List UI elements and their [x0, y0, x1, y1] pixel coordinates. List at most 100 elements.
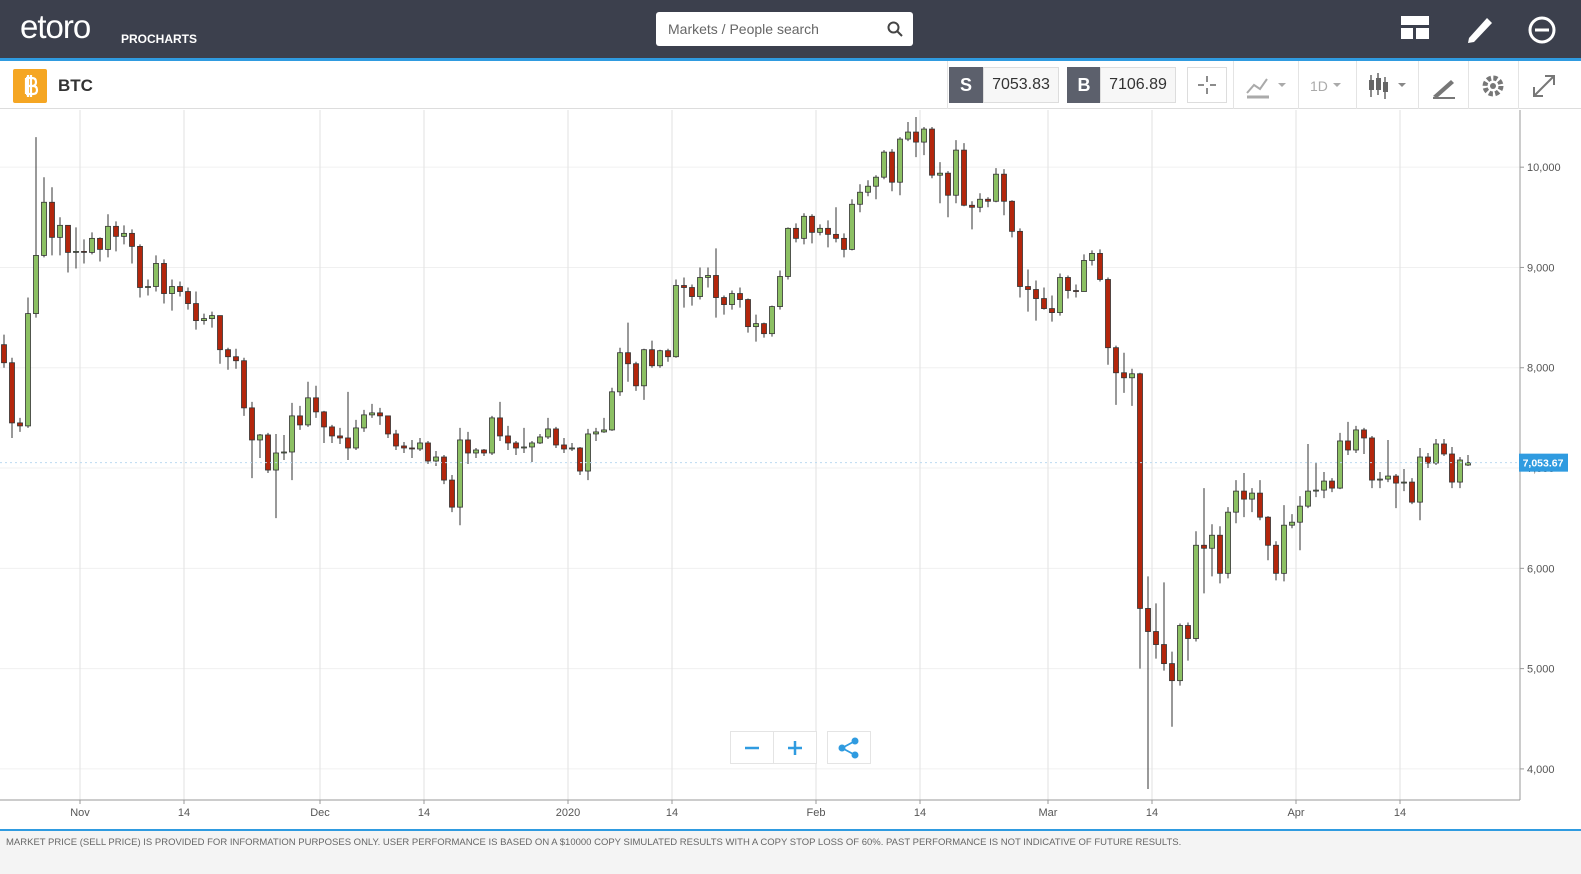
last-price-label: 7,053.67	[1523, 458, 1564, 470]
candle-body	[49, 201, 55, 238]
candle-body	[1265, 516, 1271, 546]
candle-body	[297, 415, 303, 426]
candle-body	[1465, 462, 1471, 466]
candle-body	[113, 225, 119, 237]
candle-body	[465, 439, 471, 454]
zoom-controls	[730, 731, 871, 764]
candle-body	[497, 417, 503, 437]
separator	[1518, 61, 1519, 109]
separator	[1468, 61, 1469, 109]
candle-body	[385, 415, 391, 435]
candle-body	[209, 315, 215, 320]
candle-body	[97, 237, 103, 250]
drawing-button[interactable]	[1431, 74, 1457, 100]
candle-body	[1097, 253, 1103, 280]
candle-body	[1129, 373, 1135, 379]
candle-body	[921, 128, 927, 143]
x-tick-label: 14	[914, 807, 926, 819]
candle-body	[1145, 608, 1151, 632]
sell-tag[interactable]: S	[949, 67, 983, 103]
candle-body	[553, 428, 559, 446]
separator	[1356, 61, 1357, 109]
search-icon	[887, 21, 903, 37]
settings-button[interactable]	[1480, 73, 1506, 99]
candle-body	[1417, 456, 1423, 503]
candle-body	[1065, 277, 1071, 291]
zoom-in[interactable]	[788, 741, 802, 755]
candle-body	[689, 287, 695, 297]
layout-icon[interactable]	[1401, 16, 1431, 40]
x-tick-label: Apr	[1287, 807, 1304, 819]
fullscreen-button[interactable]	[1531, 73, 1557, 99]
candle-body	[177, 286, 183, 292]
edit-icon[interactable]	[1463, 12, 1497, 46]
chart-type-button[interactable]	[1245, 71, 1295, 101]
candle-body	[185, 291, 191, 304]
search-placeholder: Markets / People search	[668, 21, 819, 37]
candle-body	[817, 227, 823, 233]
candle-body	[545, 428, 551, 438]
candle-body	[1361, 429, 1367, 439]
separator	[1418, 61, 1419, 109]
candle-body	[801, 215, 807, 239]
crosshair-button[interactable]	[1187, 67, 1227, 103]
candle-body	[641, 349, 647, 387]
candle-body	[17, 422, 23, 427]
x-tick-label: 14	[666, 807, 678, 819]
candle-body	[369, 412, 375, 416]
buy-price[interactable]: 7106.89	[1100, 67, 1176, 103]
candle-body	[65, 224, 71, 253]
candle-body	[1249, 492, 1255, 500]
candle-type-button[interactable]	[1367, 71, 1413, 101]
candle-body	[161, 263, 167, 294]
sell-price[interactable]: 7053.83	[983, 67, 1059, 103]
candle-body	[601, 429, 607, 433]
candle-body	[993, 173, 999, 202]
candle-body	[433, 456, 439, 462]
candle-body	[249, 407, 255, 441]
separator	[947, 61, 948, 109]
candle-body	[1153, 631, 1159, 645]
candle-body	[521, 446, 527, 449]
candle-body	[1233, 490, 1239, 513]
product-name: PROCHARTS	[121, 32, 198, 46]
candle-body	[945, 172, 951, 196]
buy-tag[interactable]: B	[1067, 67, 1101, 103]
profile-icon[interactable]	[1526, 13, 1558, 45]
candle-body	[705, 275, 711, 278]
candle-body	[121, 232, 127, 237]
candle-body	[961, 149, 967, 206]
candle-body	[713, 275, 719, 298]
candle-body	[9, 362, 15, 424]
candle-body	[1297, 505, 1303, 523]
logo[interactable]: etoro	[20, 8, 91, 45]
candle-body	[41, 201, 47, 256]
candle-body	[1161, 644, 1167, 665]
candle-body	[897, 138, 903, 183]
candle-body	[1105, 279, 1111, 349]
caret	[1333, 83, 1341, 87]
x-tick-label: 14	[1394, 807, 1406, 819]
candle-body	[417, 442, 423, 450]
candle-body	[321, 411, 327, 428]
candle-body	[1209, 534, 1215, 549]
candle-body	[681, 285, 687, 288]
share-button[interactable]	[838, 737, 859, 759]
candle-body	[169, 286, 175, 294]
interval-button[interactable]: 1D	[1310, 78, 1328, 94]
candle-body	[1049, 308, 1055, 313]
candle-body	[617, 352, 623, 393]
search-box[interactable]: Markets / People search	[656, 12, 913, 46]
candle-body	[201, 318, 207, 322]
toolbar: BTC S 7053.83 B 7106.89 1D	[0, 61, 1581, 109]
candle-body	[1073, 290, 1079, 292]
candle-body	[81, 251, 87, 253]
candle-body	[905, 131, 911, 140]
candle-body	[1305, 490, 1311, 507]
candle-body	[1185, 625, 1191, 639]
candle-body	[1193, 544, 1199, 639]
candle-body	[721, 297, 727, 305]
footer: MARKET PRICE (SELL PRICE) IS PROVIDED FO…	[0, 829, 1581, 874]
x-tick-label: Dec	[310, 807, 330, 819]
